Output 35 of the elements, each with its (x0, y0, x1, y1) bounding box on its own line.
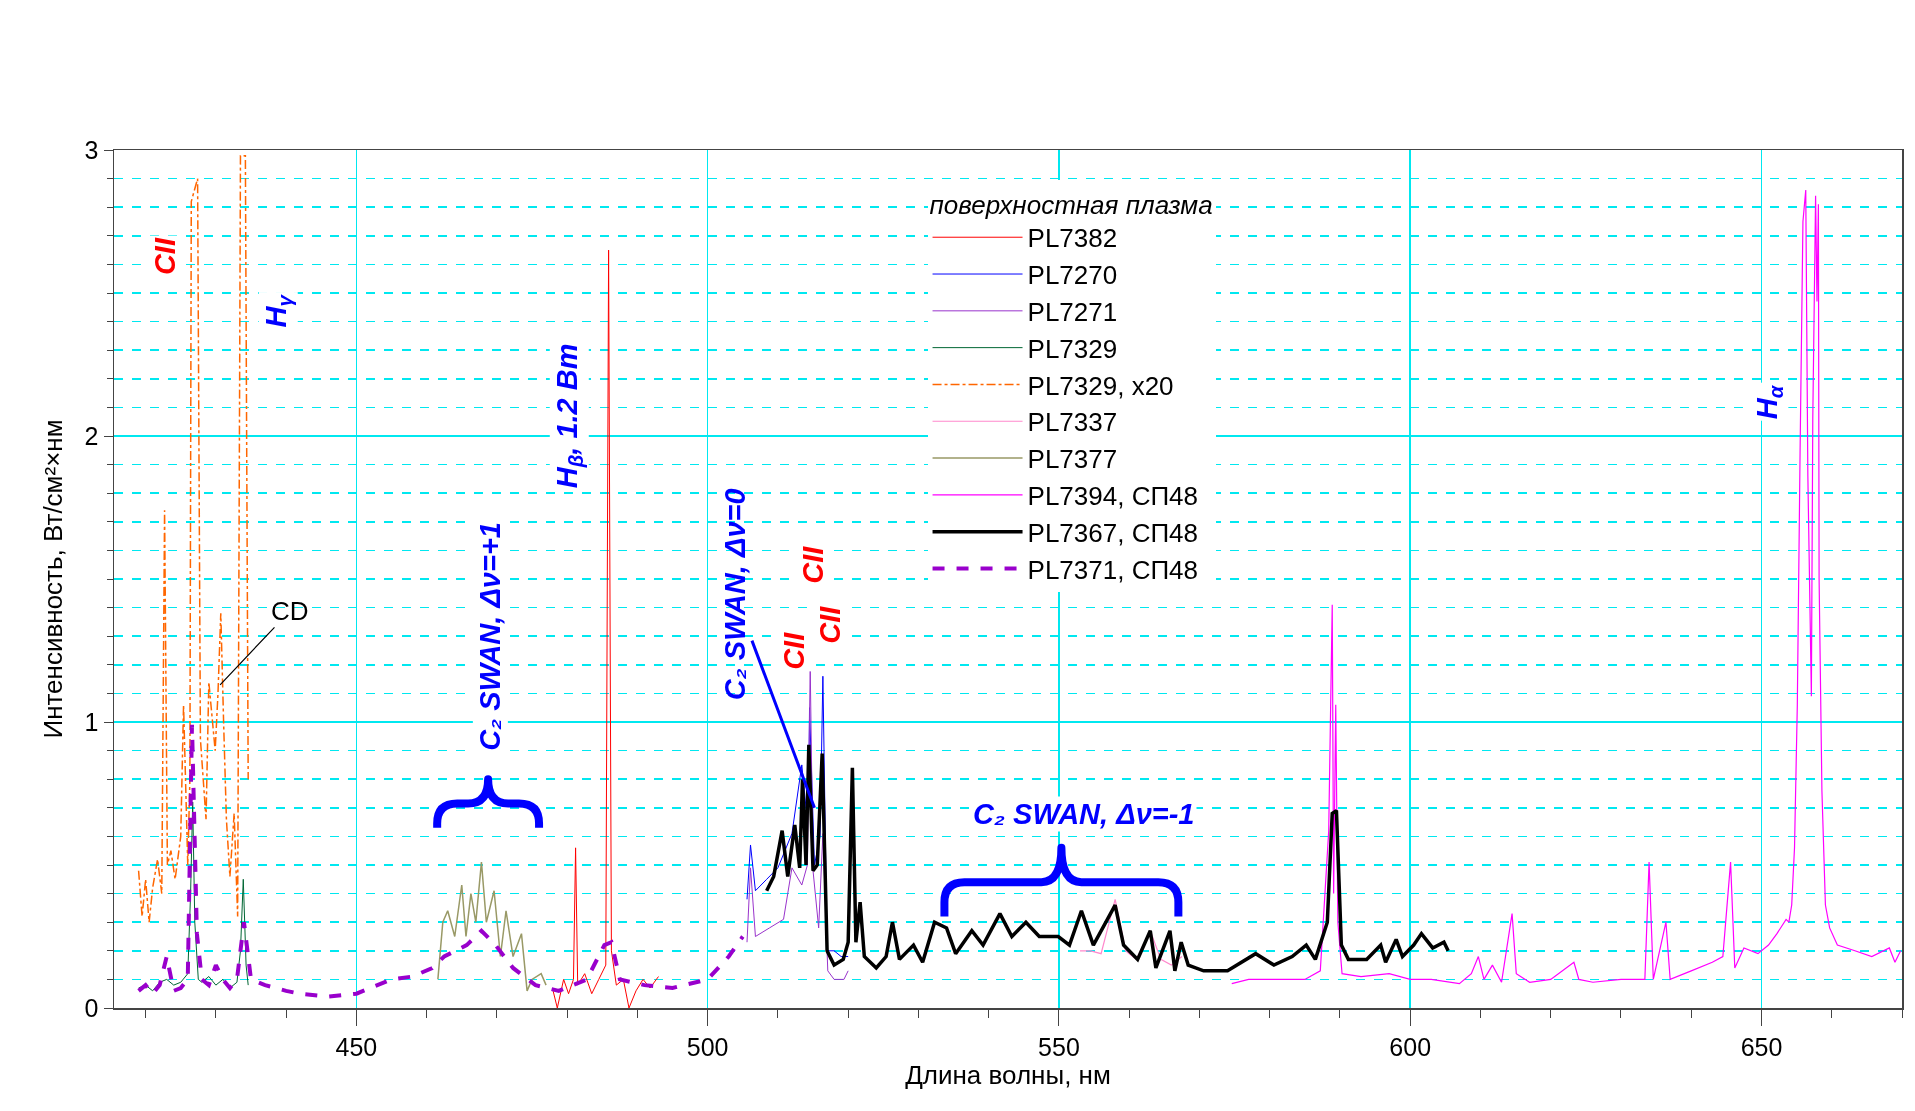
line-series (764, 743, 1450, 973)
y-tick-label: 2 (84, 421, 99, 450)
legend-label: PL7337 (1027, 407, 1118, 438)
x-tick-label: 450 (335, 1032, 378, 1061)
annotation: CD (271, 596, 309, 626)
x-axis-title: Длина волны, нм (905, 1060, 1111, 1091)
x-tick-label: 500 (686, 1032, 729, 1061)
annotation: CII (777, 631, 810, 670)
annotation: CII (814, 605, 847, 644)
legend-title: поверхностная плазма (929, 189, 1213, 220)
annotation: CII (797, 545, 830, 584)
x-tick-label: 550 (1038, 1032, 1080, 1061)
legend-label: PL7377 (1027, 444, 1118, 475)
y-tick-label: 1 (84, 707, 99, 736)
y-tick-label: 0 (84, 993, 99, 1022)
x-tick-label: 650 (1740, 1032, 1783, 1061)
legend-label: PL7367, СП48 (1027, 517, 1199, 548)
line-series (437, 861, 547, 992)
y-axis-title: Интенсивность, Вт/см²×нм (38, 419, 69, 739)
line-series (1231, 189, 1902, 985)
annotation: C₂ SWAN, Δν=-1 (973, 798, 1195, 830)
legend-label: PL7394, СП48 (1027, 480, 1199, 511)
legend-label: PL7270 (1027, 260, 1118, 291)
line-series (552, 249, 659, 1008)
annotation: CII (149, 237, 182, 276)
legend-label: PL7329, x20 (1027, 370, 1174, 401)
legend-label: PL7371, СП48 (1027, 554, 1199, 585)
legend-label: PL7271 (1027, 296, 1118, 327)
legend-label: PL7329 (1027, 333, 1118, 364)
annotation: C₂ SWAN, Δν=0 (718, 488, 751, 701)
x-tick-label: 600 (1389, 1032, 1432, 1061)
annotation: C₂ SWAN, Δν=+1 (474, 521, 507, 751)
legend-label: PL7382 (1027, 223, 1118, 254)
y-tick-label: 3 (84, 135, 99, 164)
line-series (137, 154, 249, 923)
